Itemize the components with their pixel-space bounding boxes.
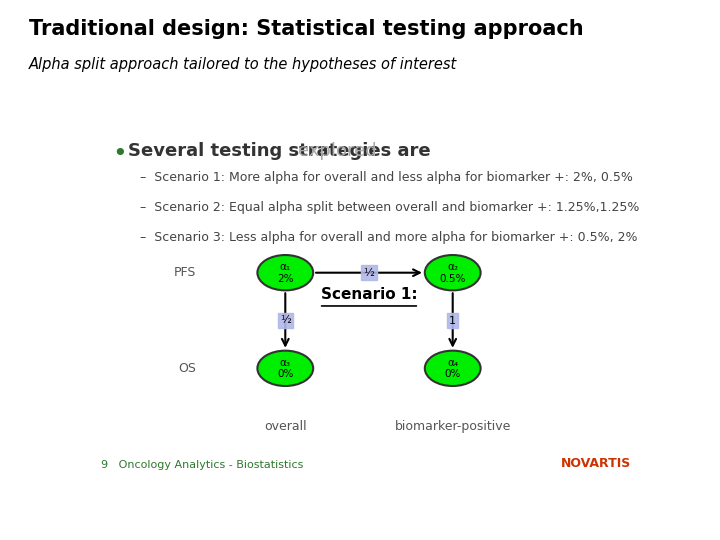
Text: Scenario 1:: Scenario 1: — [320, 287, 418, 302]
Text: •: • — [112, 141, 127, 166]
Text: α₂
0.5%: α₂ 0.5% — [439, 262, 466, 284]
Ellipse shape — [425, 350, 481, 386]
Text: α₄
0%: α₄ 0% — [444, 357, 461, 379]
Ellipse shape — [258, 255, 313, 291]
Text: 1: 1 — [449, 315, 456, 326]
Text: PFS: PFS — [174, 266, 196, 279]
Text: OS: OS — [178, 362, 196, 375]
Text: NOVARTIS: NOVARTIS — [561, 457, 631, 470]
Ellipse shape — [425, 255, 481, 291]
Text: 9   Oncology Analytics - Biostatistics: 9 Oncology Analytics - Biostatistics — [101, 460, 304, 470]
Ellipse shape — [258, 350, 313, 386]
Text: biomarker-positive: biomarker-positive — [395, 420, 511, 433]
Text: explored: explored — [298, 141, 377, 160]
Text: ½: ½ — [280, 315, 291, 326]
Text: α₁
2%: α₁ 2% — [277, 262, 294, 284]
Text: overall: overall — [264, 420, 307, 433]
Text: –  Scenario 3: Less alpha for overall and more alpha for biomarker +: 0.5%, 2%: – Scenario 3: Less alpha for overall and… — [140, 231, 638, 244]
Text: α₃
0%: α₃ 0% — [277, 357, 294, 379]
Text: Several testing strategies are: Several testing strategies are — [128, 141, 437, 160]
Text: ½: ½ — [364, 268, 374, 278]
Text: –  Scenario 1: More alpha for overall and less alpha for biomarker +: 2%, 0.5%: – Scenario 1: More alpha for overall and… — [140, 171, 633, 184]
Text: –  Scenario 2: Equal alpha split between overall and biomarker +: 1.25%,1.25%: – Scenario 2: Equal alpha split between … — [140, 201, 639, 214]
Text: Alpha split approach tailored to the hypotheses of interest: Alpha split approach tailored to the hyp… — [29, 57, 457, 72]
Text: Traditional design: Statistical testing approach: Traditional design: Statistical testing … — [29, 19, 583, 39]
